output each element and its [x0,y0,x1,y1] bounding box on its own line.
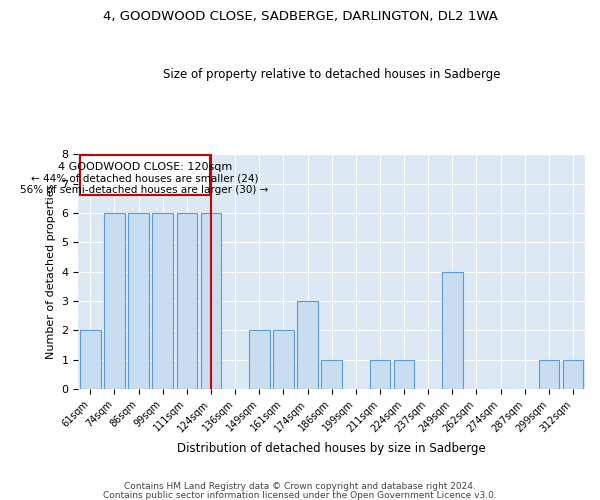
Bar [297,301,318,389]
Bar [128,213,149,389]
Bar [442,272,463,389]
Text: 4, GOODWOOD CLOSE, SADBERGE, DARLINGTON, DL2 1WA: 4, GOODWOOD CLOSE, SADBERGE, DARLINGTON,… [103,10,497,23]
Bar [249,330,269,389]
Bar [370,360,390,389]
Bar [322,360,342,389]
Bar [563,360,583,389]
Bar [80,330,101,389]
Text: Contains public sector information licensed under the Open Government Licence v3: Contains public sector information licen… [103,492,497,500]
Text: 4 GOODWOOD CLOSE: 120sqm: 4 GOODWOOD CLOSE: 120sqm [58,162,232,172]
Bar [394,360,414,389]
Bar [80,155,210,195]
Bar [104,213,125,389]
Text: 56% of semi-detached houses are larger (30) →: 56% of semi-detached houses are larger (… [20,185,269,195]
Bar [201,213,221,389]
X-axis label: Distribution of detached houses by size in Sadberge: Distribution of detached houses by size … [177,442,486,455]
Bar [539,360,559,389]
Title: Size of property relative to detached houses in Sadberge: Size of property relative to detached ho… [163,68,500,81]
Text: Contains HM Land Registry data © Crown copyright and database right 2024.: Contains HM Land Registry data © Crown c… [124,482,476,491]
Bar [273,330,293,389]
Text: ← 44% of detached houses are smaller (24): ← 44% of detached houses are smaller (24… [31,174,259,184]
Bar [176,213,197,389]
Y-axis label: Number of detached properties: Number of detached properties [46,184,56,360]
Bar [152,213,173,389]
